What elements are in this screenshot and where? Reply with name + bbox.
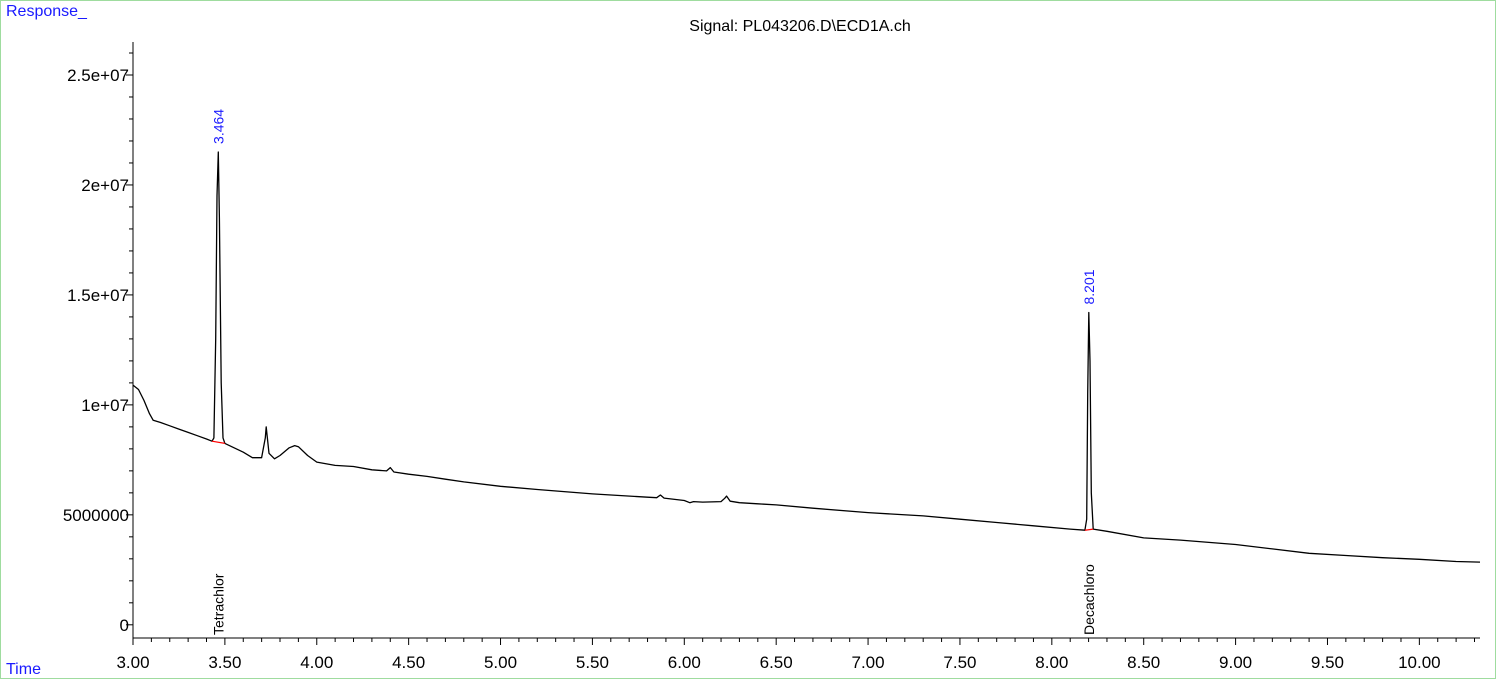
- peak-annotations: 3.464 Tetrachlor 8.201 Decachloro: [210, 109, 1096, 635]
- x-tick-label: 6.00: [668, 653, 701, 672]
- x-tick-label: 9.00: [1219, 653, 1252, 672]
- y-tick-label: 1.5e+07: [67, 286, 129, 305]
- x-tick-label: 6.50: [760, 653, 793, 672]
- y-tick-label: 2.5e+07: [67, 66, 129, 85]
- x-tick-label: 5.00: [484, 653, 517, 672]
- x-tick-label: 9.50: [1311, 653, 1344, 672]
- chart-title: Signal: PL043206.D\ECD1A.ch: [689, 18, 910, 35]
- x-tick-label: 4.50: [392, 653, 425, 672]
- y-tick-label: 1e+07: [81, 396, 129, 415]
- peak-retention-time: 3.464: [210, 109, 226, 144]
- x-tick-label: 5.50: [576, 653, 609, 672]
- x-tick-label: 7.50: [943, 653, 976, 672]
- signal-traces: [132, 151, 1481, 563]
- peak-retention-time: 8.201: [1081, 269, 1097, 304]
- x-axis-label: Time: [6, 661, 41, 678]
- x-tick-label: 8.00: [1035, 653, 1068, 672]
- y-tick-label: 2e+07: [81, 176, 129, 195]
- y-axis-label: Response_: [6, 3, 88, 20]
- signal-trace: [132, 151, 1481, 563]
- x-tick-label: 3.00: [116, 653, 149, 672]
- x-tick-label: 4.00: [300, 653, 333, 672]
- x-tick-label: 8.50: [1127, 653, 1160, 672]
- x-tick-label: 10.00: [1398, 653, 1441, 672]
- y-tick-label: 5000000: [63, 506, 129, 525]
- x-tick-label: 3.50: [208, 653, 241, 672]
- compound-label: Tetrachlor: [210, 573, 226, 635]
- x-tick-label: 7.00: [852, 653, 885, 672]
- compound-label: Decachloro: [1081, 564, 1097, 635]
- integration-baseline: [1084, 528, 1094, 531]
- axes: 3.00 3.50 4.00 4.50 5.00 5.50 6.00 6.50 7.00 7.50…: [63, 42, 1480, 672]
- integration-baseline: [211, 440, 225, 444]
- y-tick-label: 0: [120, 616, 129, 635]
